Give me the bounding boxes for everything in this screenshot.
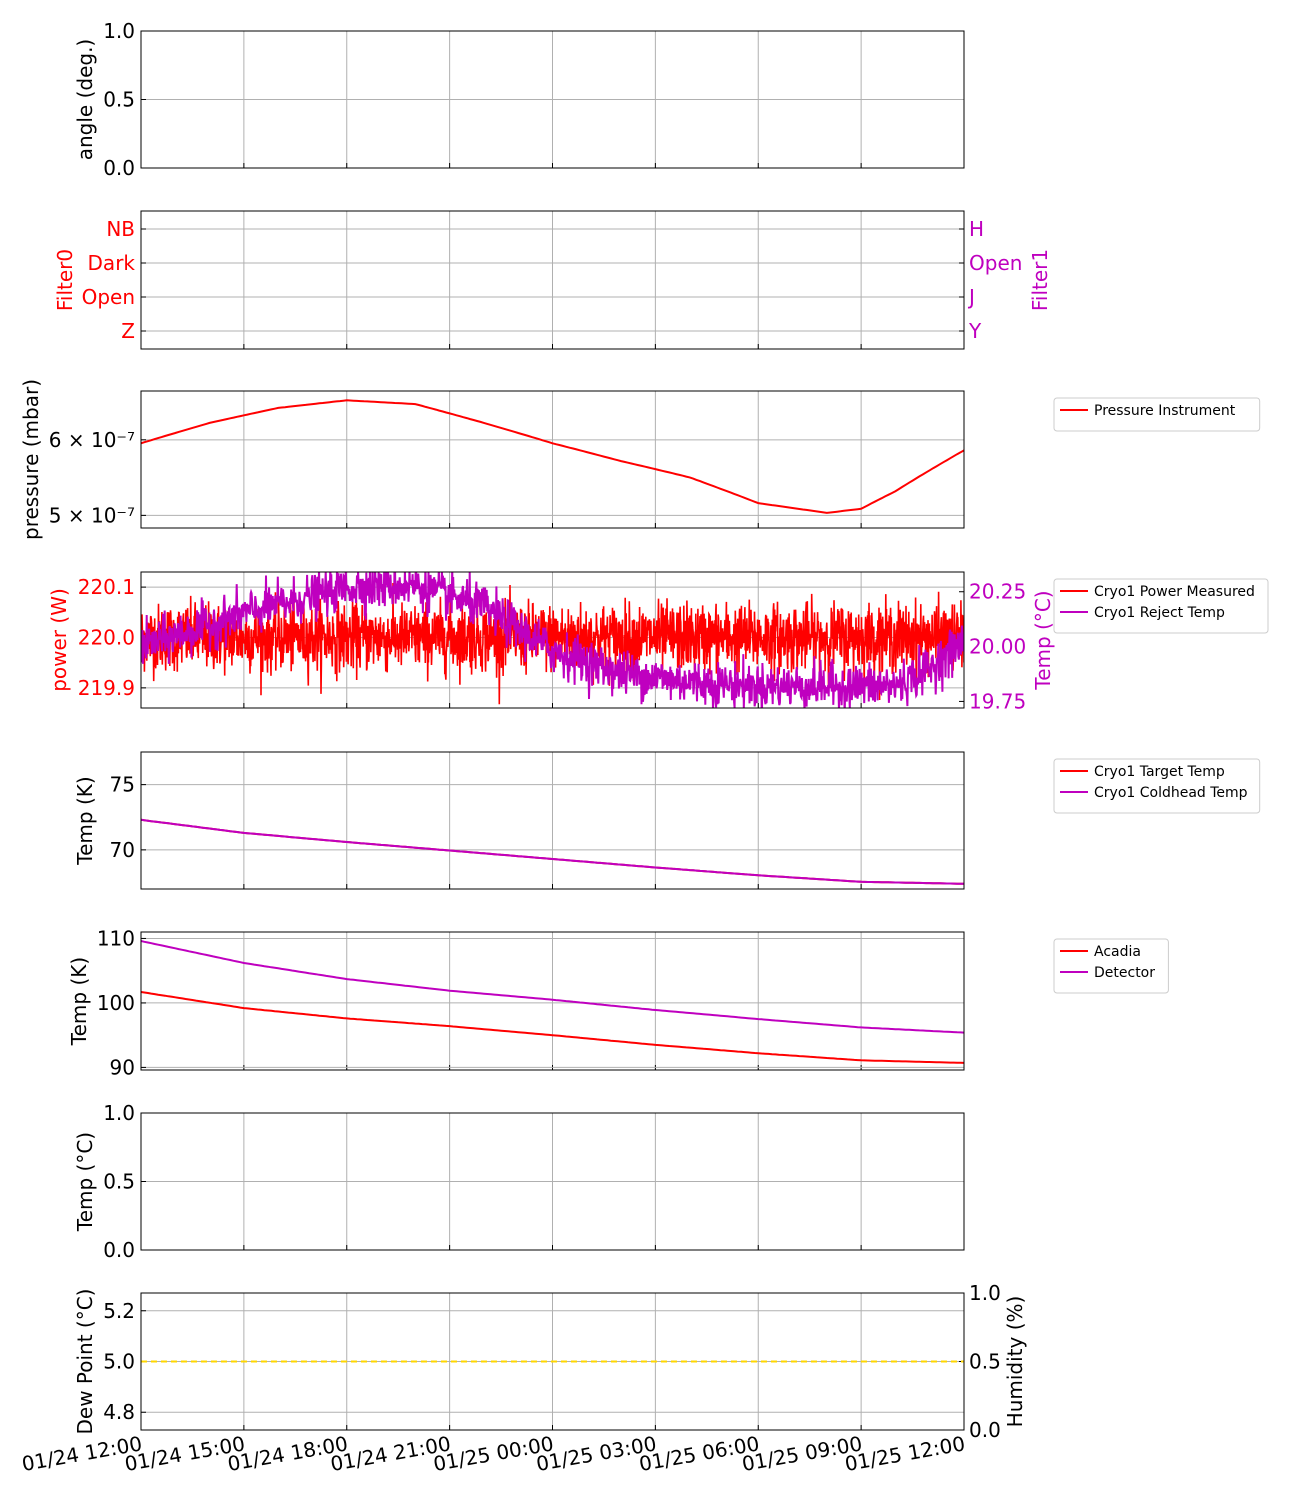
y-tick-label: 0.5: [103, 1170, 135, 1194]
legend-label: Acadia: [1094, 944, 1141, 960]
legend-label: Pressure Instrument: [1094, 403, 1236, 419]
y-tick-label: NB: [106, 217, 135, 241]
y-tick-label: 0.5: [103, 88, 135, 112]
y-axis-label: Dew Point (°C): [73, 1288, 97, 1434]
y-tick-label: 70: [110, 838, 135, 862]
cryo_temp-series-1: [141, 818, 964, 885]
y-tick-label: Open: [82, 285, 135, 309]
y-tick-label: Dark: [88, 251, 136, 275]
legend-label: Detector: [1094, 965, 1155, 981]
y-axis-label: angle (deg.): [73, 39, 97, 161]
y-tick-label-right: 20.25: [969, 580, 1026, 604]
axes-frame: [140, 1292, 965, 1431]
y-tick-label-right: Open: [969, 251, 1022, 275]
axes-frame: [140, 390, 965, 529]
y-tick-label: 219.9: [78, 676, 135, 700]
y-tick-label-right: J: [967, 285, 975, 309]
y-tick-label: 100: [97, 991, 135, 1015]
y-tick-label: 0.0: [103, 156, 135, 180]
y-axis-label: Temp (K): [73, 776, 97, 865]
y-axis-label: pressure (mbar): [19, 379, 43, 540]
y-axis-label: power (W): [47, 588, 71, 692]
y-tick-label: 6 × 10⁻⁷: [49, 428, 135, 452]
y-tick-label-right: 0.0: [969, 1418, 1001, 1442]
y-tick-label: 5 × 10⁻⁷: [49, 503, 135, 527]
axes-frame: [140, 751, 965, 890]
x-tick-label: 01/25 12:00: [843, 1431, 967, 1476]
y-tick-label: Z: [121, 319, 135, 343]
legend-box: [1053, 578, 1269, 634]
y-tick-label: 220.0: [78, 625, 135, 649]
y-tick-label-right: 19.75: [969, 689, 1026, 713]
y-tick-label-right: 0.5: [969, 1350, 1001, 1374]
legend-box: [1053, 397, 1261, 432]
cryo_power-series-1: [141, 572, 964, 708]
legend-label: Cryo1 Target Temp: [1094, 764, 1225, 780]
pressure-series-0: [141, 399, 964, 514]
y-tick-label-right: 1.0: [969, 1281, 1001, 1305]
axes-frame: [140, 210, 965, 350]
y-tick-label: 0.0: [103, 1238, 135, 1262]
y-tick-label: 4.8: [103, 1400, 135, 1424]
y-tick-label: 5.2: [103, 1299, 135, 1323]
legend-label: Cryo1 Reject Temp: [1094, 605, 1225, 621]
detector_temp-series-1: [141, 940, 964, 1034]
axes-frame: [140, 1112, 965, 1251]
y-axis-label-right: Filter1: [1028, 249, 1052, 311]
y-tick-label-right: 20.00: [969, 635, 1026, 659]
y-tick-label: 220.1: [78, 575, 135, 599]
axes-frame: [140, 571, 965, 709]
y-tick-label: 90: [110, 1055, 135, 1079]
y-axis-label: Temp (K): [67, 957, 91, 1046]
y-axis-label: Temp (°C): [73, 1132, 97, 1232]
y-axis-label-right: Humidity (%): [1003, 1296, 1027, 1428]
y-tick-label: 1.0: [103, 1101, 135, 1125]
y-tick-label-right: H: [969, 217, 984, 241]
legend-label: Cryo1 Coldhead Temp: [1094, 785, 1248, 801]
legend-box: [1053, 758, 1261, 814]
y-axis-label: Filter0: [53, 249, 77, 311]
axes-frame: [140, 931, 965, 1071]
y-tick-label: 5.0: [103, 1350, 135, 1374]
legend-box: [1053, 938, 1169, 994]
y-tick-label: 75: [110, 773, 135, 797]
y-axis-label-right: Temp (°C): [1031, 590, 1055, 690]
axes-frame: [140, 30, 965, 169]
y-tick-label-right: Y: [968, 319, 982, 343]
y-tick-label: 110: [97, 926, 135, 950]
detector_temp-series-0: [141, 991, 964, 1064]
y-tick-label: 1.0: [103, 19, 135, 43]
legend-label: Cryo1 Power Measured: [1094, 584, 1255, 600]
